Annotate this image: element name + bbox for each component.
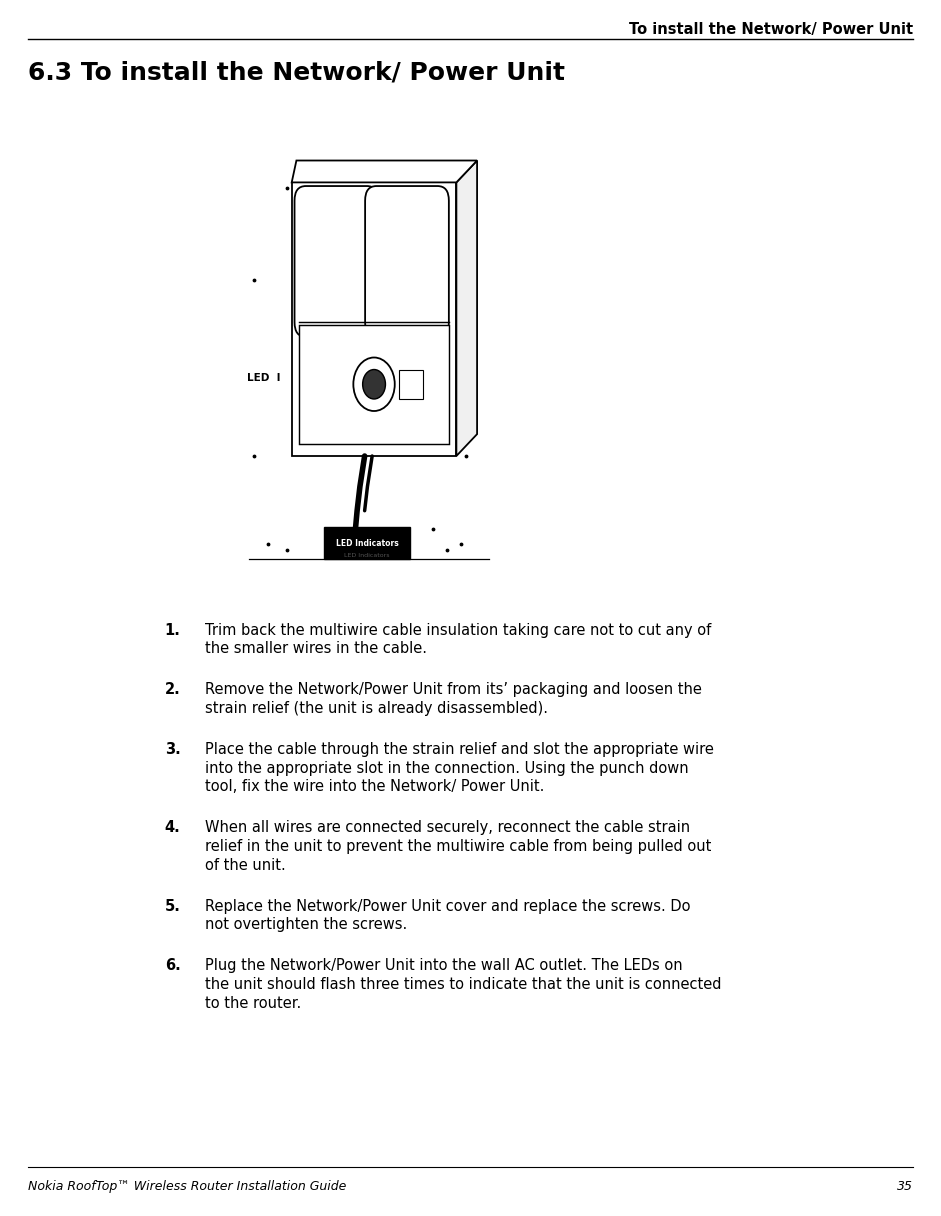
Text: Place the cable through the strain relief and slot the appropriate wire: Place the cable through the strain relie… [205,742,714,756]
Text: into the appropriate slot in the connection. Using the punch down: into the appropriate slot in the connect… [205,761,689,776]
Text: 3.: 3. [165,742,181,756]
Bar [292,182,456,456]
Text: strain relief (the unit is already disassembled).: strain relief (the unit is already disas… [205,700,549,716]
Text: 6.3 To install the Network/ Power Unit: 6.3 To install the Network/ Power Unit [28,61,566,85]
Bar [399,370,423,399]
Text: When all wires are connected securely, reconnect the cable strain: When all wires are connected securely, r… [205,821,691,835]
FancyBboxPatch shape [365,186,449,337]
Text: relief in the unit to prevent the multiwire cable from being pulled out: relief in the unit to prevent the multiw… [205,839,711,854]
Bar [299,325,449,444]
Polygon shape [456,161,477,456]
FancyBboxPatch shape [295,186,378,337]
Text: LED Indicators: LED Indicators [336,539,398,547]
Circle shape [362,370,386,399]
Circle shape [353,358,394,411]
Text: the smaller wires in the cable.: the smaller wires in the cable. [205,642,427,657]
Text: not overtighten the screws.: not overtighten the screws. [205,917,407,933]
Text: 35: 35 [897,1180,913,1193]
Text: the unit should flash three times to indicate that the unit is connected: the unit should flash three times to ind… [205,978,722,992]
Polygon shape [292,161,477,182]
Text: 1.: 1. [165,623,181,637]
Text: LED  I: LED I [247,373,280,383]
Text: Plug the Network/Power Unit into the wall AC outlet. The LEDs on: Plug the Network/Power Unit into the wal… [205,958,683,973]
Text: 6.: 6. [165,958,181,973]
Text: 4.: 4. [165,821,181,835]
Text: 5.: 5. [165,899,181,913]
Text: Remove the Network/Power Unit from its’ packaging and loosen the: Remove the Network/Power Unit from its’ … [205,682,702,697]
Text: Nokia RoofTop™ Wireless Router Installation Guide: Nokia RoofTop™ Wireless Router Installat… [28,1180,346,1193]
Text: to the router.: to the router. [205,996,301,1010]
Text: LED Indicators: LED Indicators [344,553,390,558]
Text: Replace the Network/Power Unit cover and replace the screws. Do: Replace the Network/Power Unit cover and… [205,899,691,913]
Text: To install the Network/ Power Unit: To install the Network/ Power Unit [629,22,913,36]
Text: of the unit.: of the unit. [205,858,286,873]
Text: tool, fix the wire into the Network/ Power Unit.: tool, fix the wire into the Network/ Pow… [205,779,545,794]
Text: Trim back the multiwire cable insulation taking care not to cut any of: Trim back the multiwire cable insulation… [205,623,711,637]
Text: 2.: 2. [165,682,181,697]
